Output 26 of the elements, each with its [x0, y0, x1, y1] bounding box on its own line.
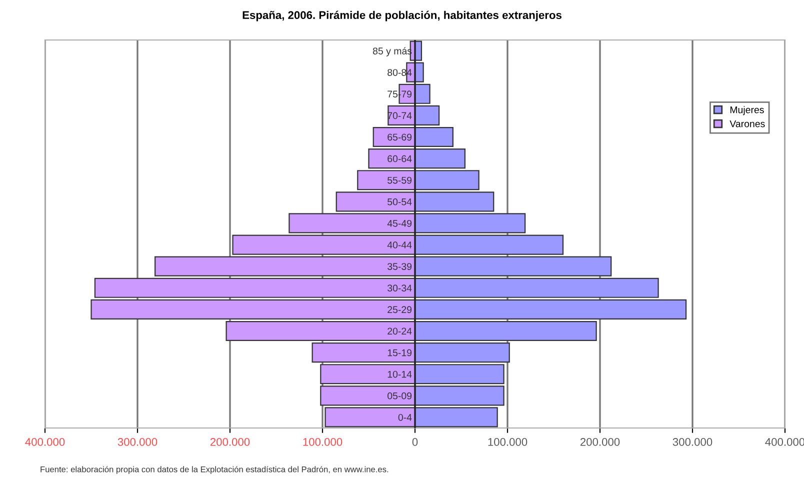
x-tick-label: 300.000 — [118, 438, 158, 446]
y-tick-label: 25-29 — [388, 306, 412, 314]
y-tick-label: 30-34 — [388, 284, 412, 292]
y-tick-label: 15-19 — [388, 349, 412, 356]
y-tick-label: 35-39 — [388, 263, 412, 270]
x-tick-label: 400.000 — [25, 438, 65, 446]
y-tick-label: 0-4 — [398, 414, 412, 421]
y-tick-label: 55-59 — [388, 176, 412, 184]
source-note: Fuente: elaboración propia con datos de la Explotación estadística del Padrón, en www.ine.es. — [40, 466, 388, 474]
y-tick-label: 20-24 — [388, 328, 412, 335]
legend-label: Varones — [730, 120, 765, 128]
x-tick-label: 100.000 — [303, 438, 342, 446]
legend-label: Mujeres — [730, 106, 764, 116]
y-tick-label: 65-69 — [388, 134, 412, 141]
chart-title: España, 2006. Pirámide de población, habitantes extranjeros — [242, 10, 562, 22]
x-tick-label: 200.000 — [210, 438, 250, 446]
y-tick-label: 60-64 — [388, 155, 412, 162]
x-tick-label: 300.000 — [672, 438, 712, 446]
y-tick-label: 05-09 — [388, 392, 412, 400]
x-tick-label: 100.000 — [488, 438, 528, 446]
y-tick-label: 40-44 — [387, 242, 412, 248]
y-tick-label: 45-49 — [387, 220, 412, 227]
y-tick-label: 50-54 — [388, 198, 412, 206]
y-tick-label: 10-14 — [388, 370, 412, 378]
x-tick-label: 200.000 — [580, 438, 620, 446]
x-tick-label: 0 — [412, 438, 418, 446]
